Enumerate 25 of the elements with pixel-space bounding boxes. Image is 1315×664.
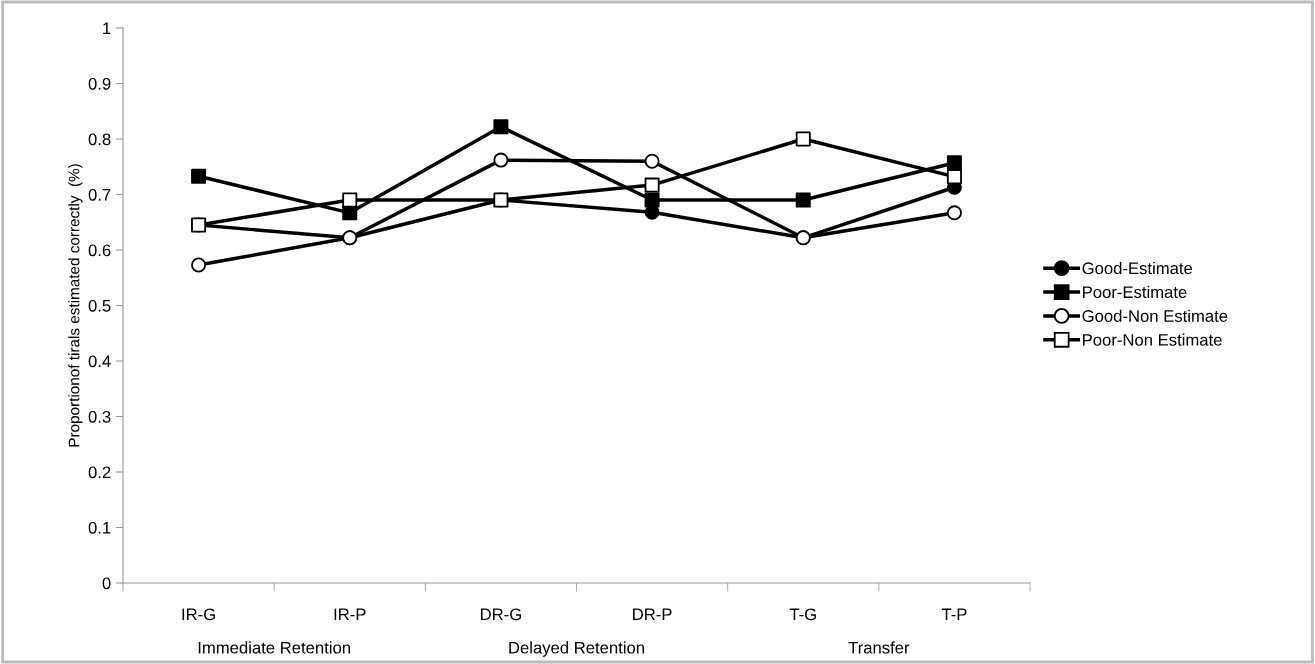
y-tick-label: 0.1 xyxy=(88,521,111,534)
y-axis-title: Proportionof tirals estimated correctly (%) xyxy=(68,164,83,447)
x-tick-label: T-G xyxy=(789,608,816,621)
y-tick-label: 0 xyxy=(102,577,111,590)
text: Delayed Retention xyxy=(509,641,644,657)
y-tick-label: 0.3 xyxy=(88,410,111,423)
legend-label: Poor-Estimate xyxy=(1083,285,1187,299)
y-tick-label: 1 xyxy=(103,22,111,35)
y-tick-label: 0.8 xyxy=(88,133,111,146)
x-tick-label: DR-P xyxy=(633,608,672,621)
x-tick-label: T-P xyxy=(941,608,967,621)
legend-label: Poor-Non Estimate xyxy=(1083,333,1222,346)
y-tick-label: 0.4 xyxy=(88,355,111,368)
legend-label: Good-Estimate xyxy=(1082,261,1193,275)
y-tick-label: 0.7 xyxy=(88,188,111,201)
y-tick-label: 0.6 xyxy=(88,244,111,257)
x-tick-label: IR-P xyxy=(334,608,366,621)
text: Transfer xyxy=(848,641,910,654)
text: Immediate Retention xyxy=(198,641,350,654)
y-tick-label: 0.9 xyxy=(88,77,111,90)
x-tick-label: DR-G xyxy=(480,608,521,621)
legend-label: Good-Non Estimate xyxy=(1082,309,1228,322)
y-tick-label: 0.2 xyxy=(88,466,111,479)
y-tick-label: 0.5 xyxy=(88,299,111,312)
x-tick-label: IR-G xyxy=(182,608,215,621)
